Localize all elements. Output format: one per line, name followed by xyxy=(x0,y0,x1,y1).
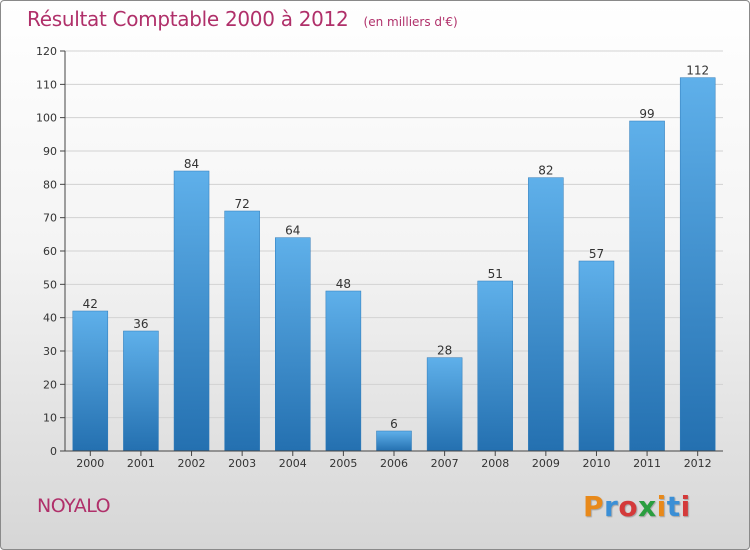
data-label: 6 xyxy=(390,417,398,431)
brand-letter: r xyxy=(604,490,619,523)
bar-2008 xyxy=(477,280,513,452)
brand-letter: o xyxy=(618,490,639,523)
bar-2006 xyxy=(376,430,412,452)
x-tick-label: 2007 xyxy=(431,457,459,470)
x-tick-label: 2011 xyxy=(633,457,661,470)
chart-subtitle: (en milliers d'€) xyxy=(363,15,458,29)
grid-lines xyxy=(65,50,723,419)
x-tick-label: 2004 xyxy=(279,457,307,470)
data-label: 112 xyxy=(686,64,709,78)
y-tick-label: 60 xyxy=(43,245,57,258)
bars xyxy=(72,77,716,452)
x-tick-label: 2009 xyxy=(532,457,560,470)
brand-letter: i xyxy=(680,490,691,523)
bar-2003 xyxy=(224,210,260,452)
bar-2011 xyxy=(629,120,665,452)
y-tick-label: 10 xyxy=(43,412,57,425)
axes xyxy=(60,50,723,456)
data-label: 48 xyxy=(336,277,351,291)
data-label: 28 xyxy=(437,344,452,358)
y-tick-label: 40 xyxy=(43,312,57,325)
x-tick-label: 2002 xyxy=(178,457,206,470)
data-label: 99 xyxy=(639,107,654,121)
bar-2005 xyxy=(325,290,362,452)
x-tick-label: 2001 xyxy=(127,457,155,470)
y-tick-label: 50 xyxy=(43,278,57,291)
data-label: 72 xyxy=(235,197,250,211)
brand-letter: P xyxy=(583,490,605,523)
commune-name: NOYALO xyxy=(37,495,111,517)
chart-title: Résultat Comptable 2000 à 2012 xyxy=(27,7,349,31)
y-tick-label: 70 xyxy=(43,212,57,225)
bar-2009 xyxy=(528,177,564,452)
brand-letter: t xyxy=(666,490,681,523)
data-label: 42 xyxy=(83,297,98,311)
data-label: 51 xyxy=(488,267,503,281)
bar-2000 xyxy=(72,310,109,452)
x-tick-label: 2000 xyxy=(76,457,104,470)
bar-2007 xyxy=(426,357,463,452)
y-tick-label: 20 xyxy=(43,378,57,391)
bar-2002 xyxy=(173,170,210,452)
data-label: 82 xyxy=(538,164,553,178)
x-tick-label: 2012 xyxy=(684,457,712,470)
labels: 0 10 20 30 40 50 60 70 80 90 100 110 120 42 2000 36 2001… xyxy=(36,45,712,470)
x-tick-label: 2010 xyxy=(582,457,610,470)
data-label: 64 xyxy=(285,224,300,238)
y-tick-label: 90 xyxy=(43,145,57,158)
title-row: Résultat Comptable 2000 à 2012 (en milli… xyxy=(27,7,458,31)
x-tick-label: 2003 xyxy=(228,457,256,470)
bar-2010 xyxy=(578,260,615,452)
bar-2001 xyxy=(123,330,159,452)
brand-letter: i xyxy=(656,490,667,523)
x-tick-label: 2005 xyxy=(329,457,357,470)
y-tick-label: 30 xyxy=(43,345,57,358)
data-label: 84 xyxy=(184,157,199,171)
bar-2004 xyxy=(275,237,311,452)
data-label: 57 xyxy=(589,247,604,261)
x-tick-label: 2006 xyxy=(380,457,408,470)
y-tick-label: 0 xyxy=(50,445,57,458)
brand-letter: x xyxy=(638,490,657,523)
bar-2012 xyxy=(679,77,716,452)
y-tick-label: 110 xyxy=(36,78,57,91)
proxiti-logo: Proxiti xyxy=(583,490,691,523)
y-tick-label: 80 xyxy=(43,178,57,191)
x-tick-label: 2008 xyxy=(481,457,509,470)
y-tick-label: 120 xyxy=(36,45,57,58)
data-label: 36 xyxy=(133,317,148,331)
y-tick-label: 100 xyxy=(36,112,57,125)
